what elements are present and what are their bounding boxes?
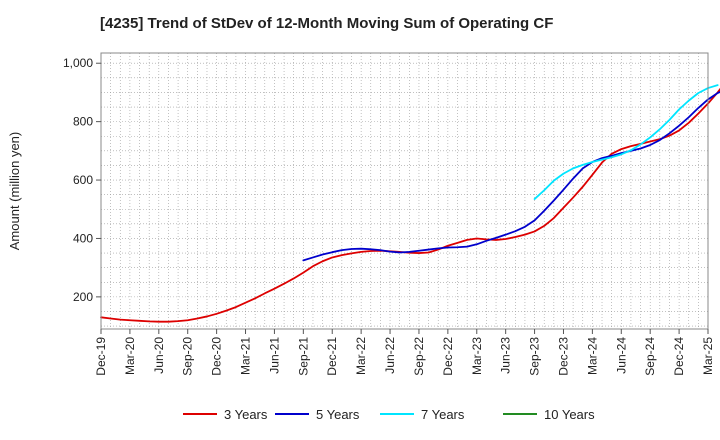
x-tick-label: Mar-20	[123, 337, 137, 375]
series-line-5-years	[302, 91, 720, 262]
series-line-7-years	[533, 84, 719, 200]
grid-layer	[101, 53, 708, 329]
x-tick-label: Dec-24	[672, 337, 686, 376]
legend-label: 3 Years	[224, 407, 268, 422]
x-tick-label: Sep-23	[528, 337, 542, 376]
x-tick-label: Dec-19	[94, 337, 108, 376]
y-tick-label: 200	[73, 290, 93, 304]
x-tick-label: Mar-25	[701, 337, 715, 375]
y-tick-label: 1,000	[63, 56, 93, 70]
x-tick-label: Sep-21	[296, 337, 310, 376]
x-tick-label: Dec-23	[556, 337, 570, 376]
x-tick-label: Mar-21	[239, 337, 253, 375]
chart-title: [4235] Trend of StDev of 12-Month Moving…	[100, 15, 553, 32]
x-tick-layer: Dec-19 Mar-20 Jun-20 Sep-20 Dec-20 Mar-21 Jun-…	[94, 329, 715, 376]
x-tick-label: Dec-20	[210, 337, 224, 376]
x-tick-label: Sep-24	[643, 337, 657, 376]
x-tick-label: Jun-21	[267, 337, 281, 374]
x-tick-label: Sep-22	[412, 337, 426, 376]
y-tick-layer: 200 400 600 800 1,000	[63, 56, 101, 304]
x-tick-label: Jun-24	[614, 337, 628, 374]
x-tick-label: Jun-20	[152, 337, 166, 374]
x-tick-label: Mar-24	[585, 337, 599, 375]
legend-label: 10 Years	[544, 407, 595, 422]
series-line-3-years	[100, 87, 720, 323]
legend-label: 5 Years	[316, 407, 360, 422]
x-tick-label: Jun-23	[499, 337, 513, 374]
series-layer	[100, 84, 720, 323]
y-tick-label: 800	[73, 115, 93, 129]
y-axis-label: Amount (million yen)	[7, 132, 22, 251]
legend-label: 7 Years	[421, 407, 465, 422]
x-tick-label: Jun-22	[383, 337, 397, 374]
y-tick-label: 400	[73, 231, 93, 245]
x-tick-label: Dec-22	[441, 337, 455, 376]
x-tick-label: Mar-22	[354, 337, 368, 375]
x-tick-label: Mar-23	[470, 337, 484, 375]
plot-frame	[100, 52, 709, 330]
chart-legend: 3 Years 5 Years 7 Years 10 Years	[183, 407, 595, 422]
y-tick-label: 600	[73, 173, 93, 187]
x-tick-label: Dec-21	[325, 337, 339, 376]
x-tick-label: Sep-20	[181, 337, 195, 376]
